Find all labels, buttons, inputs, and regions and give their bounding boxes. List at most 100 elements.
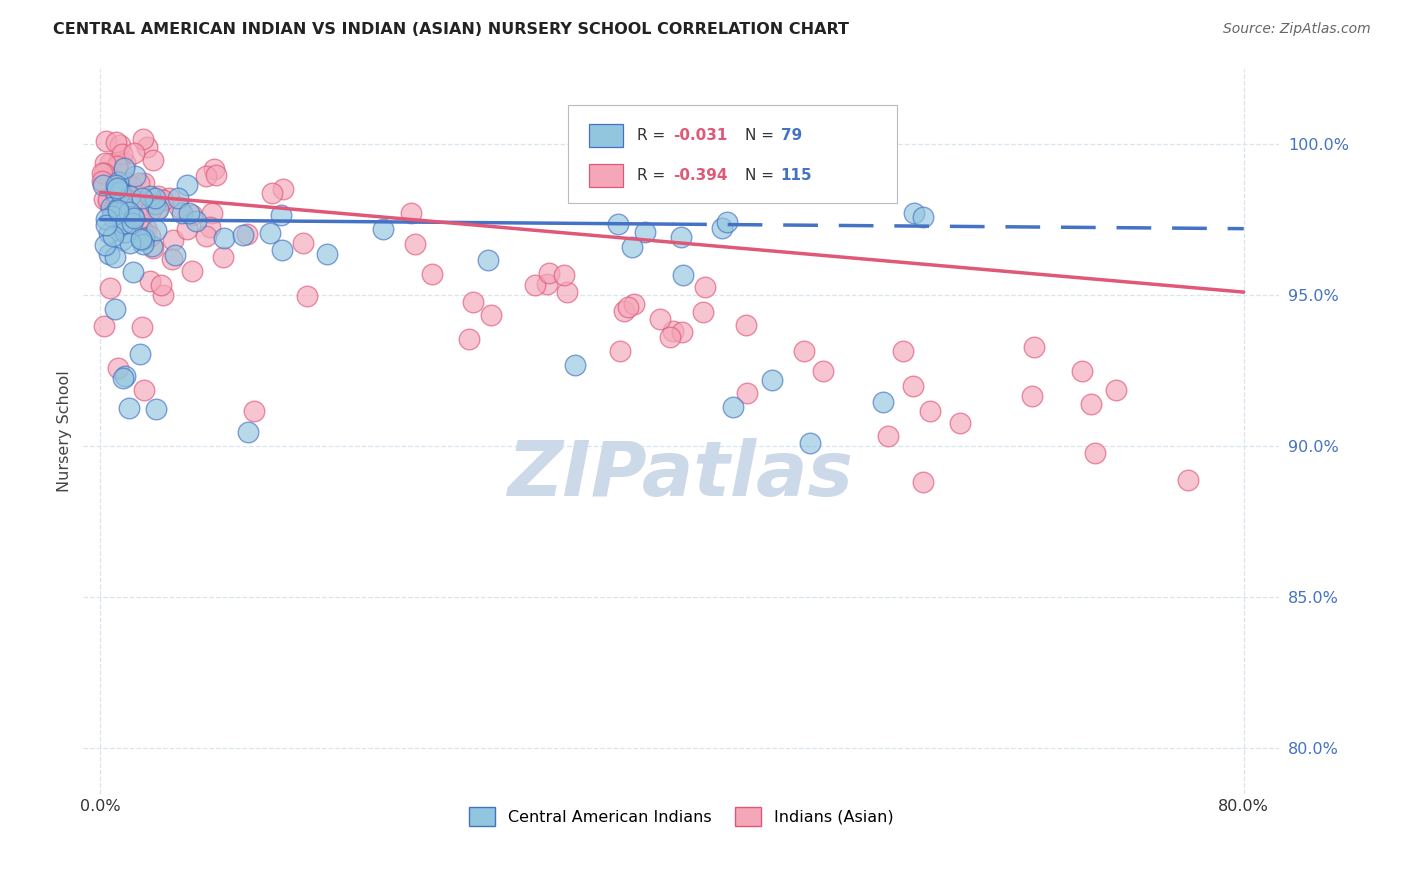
Point	[115, 175, 138, 189]
Point	[121, 216, 143, 230]
Point	[142, 241, 165, 255]
Point	[662, 324, 685, 338]
Point	[205, 168, 228, 182]
Point	[872, 395, 894, 409]
Point	[118, 189, 141, 203]
Point	[93, 156, 115, 170]
Point	[1084, 446, 1107, 460]
Point	[94, 211, 117, 226]
Point	[129, 233, 152, 247]
Point	[115, 218, 138, 232]
Point	[104, 135, 127, 149]
Point	[176, 178, 198, 192]
Point	[920, 404, 942, 418]
Point	[132, 132, 155, 146]
Point	[104, 250, 127, 264]
Point	[912, 475, 935, 490]
Point	[139, 228, 162, 243]
Point	[135, 221, 157, 235]
Point	[105, 202, 128, 217]
Point	[236, 227, 259, 241]
Point	[200, 219, 222, 234]
Point	[111, 205, 134, 219]
Point	[165, 248, 187, 262]
Point	[98, 247, 121, 261]
Point	[93, 238, 115, 252]
Text: -0.031: -0.031	[673, 128, 727, 144]
Point	[211, 250, 233, 264]
Point	[648, 311, 671, 326]
Point	[112, 174, 135, 188]
Point	[108, 186, 131, 200]
Point	[723, 401, 745, 415]
Point	[108, 177, 131, 191]
Text: 115: 115	[780, 169, 813, 183]
Point	[143, 196, 166, 211]
Point	[180, 208, 202, 222]
Point	[641, 185, 664, 199]
Point	[536, 277, 558, 291]
Y-axis label: Nursery School: Nursery School	[58, 370, 72, 492]
Point	[195, 169, 218, 183]
Point	[132, 224, 155, 238]
Point	[162, 252, 184, 266]
Point	[101, 229, 124, 244]
Point	[131, 191, 153, 205]
Point	[120, 179, 142, 194]
Point	[122, 146, 145, 161]
Point	[129, 199, 152, 213]
Point	[111, 217, 134, 231]
Point	[145, 191, 167, 205]
Point	[122, 211, 145, 225]
Point	[671, 326, 693, 340]
Point	[139, 189, 162, 203]
FancyBboxPatch shape	[589, 164, 623, 187]
Point	[129, 346, 152, 360]
Point	[122, 209, 145, 223]
Point	[259, 226, 281, 240]
Point	[146, 202, 169, 217]
Point	[162, 233, 184, 247]
Point	[132, 176, 155, 190]
FancyBboxPatch shape	[589, 124, 623, 147]
Point	[735, 318, 758, 332]
Point	[139, 274, 162, 288]
Point	[96, 194, 118, 209]
Point	[799, 436, 821, 450]
Point	[877, 429, 900, 443]
Point	[634, 225, 657, 239]
Point	[1177, 473, 1199, 487]
Text: R =: R =	[637, 169, 671, 183]
Point	[461, 295, 484, 310]
Point	[537, 267, 560, 281]
Point	[555, 285, 578, 299]
Point	[121, 211, 143, 225]
Point	[118, 189, 141, 203]
Point	[212, 231, 235, 245]
Point	[911, 210, 934, 224]
Text: 79: 79	[780, 128, 801, 144]
Point	[94, 134, 117, 148]
Point	[104, 199, 127, 213]
Point	[134, 383, 156, 397]
Point	[104, 301, 127, 316]
Point	[202, 161, 225, 176]
Point	[124, 169, 146, 183]
Text: Source: ZipAtlas.com: Source: ZipAtlas.com	[1223, 22, 1371, 37]
Point	[114, 201, 136, 215]
Point	[166, 191, 188, 205]
Point	[114, 155, 136, 169]
Point	[91, 178, 114, 192]
Point	[672, 268, 695, 283]
Point	[90, 174, 112, 188]
Point	[260, 186, 283, 201]
Point	[131, 319, 153, 334]
Point	[617, 300, 640, 314]
Point	[167, 200, 190, 214]
FancyBboxPatch shape	[568, 104, 897, 202]
Point	[1022, 340, 1045, 354]
Text: ZIPatlas: ZIPatlas	[509, 438, 855, 512]
Point	[201, 206, 224, 220]
Point	[122, 265, 145, 279]
Point	[371, 222, 394, 236]
